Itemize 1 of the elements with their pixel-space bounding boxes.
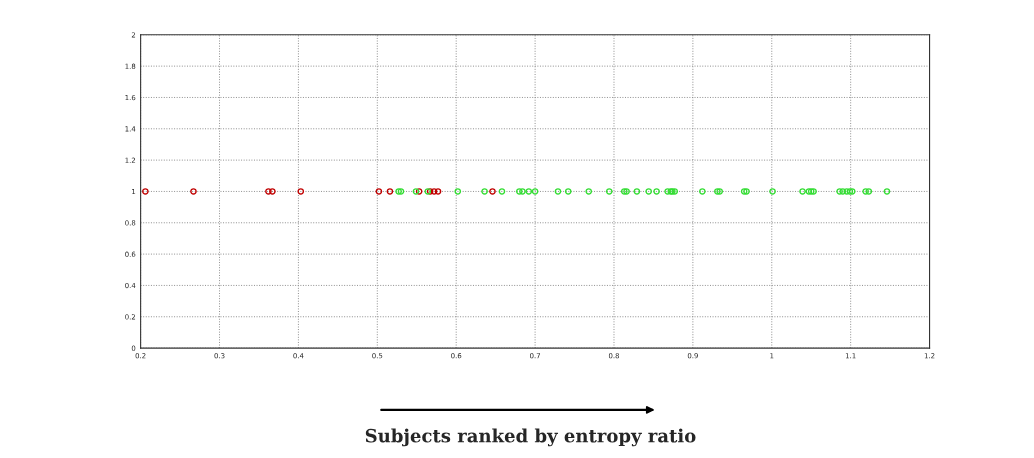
text: Subjects ranked by entropy ratio: [365, 428, 696, 447]
